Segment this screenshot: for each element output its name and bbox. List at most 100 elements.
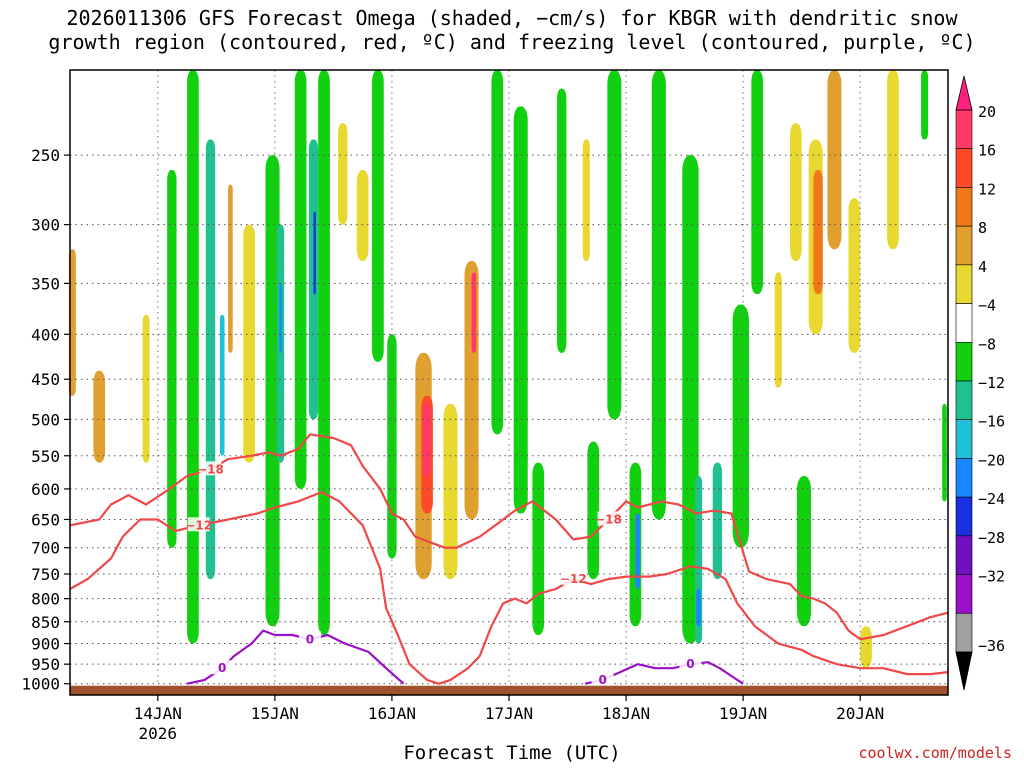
omega-cell-39 [712, 462, 723, 580]
colorbar-swatch-8 [955, 419, 973, 459]
x-tick-label-16JAN: 16JAN [368, 704, 416, 723]
omega-cell-7 [228, 184, 233, 353]
omega-cell-16 [338, 123, 348, 225]
colorbar-swatch-11 [955, 535, 973, 575]
contours-layer: −18 −18 −12 −12 0 0 0 0 [69, 433, 949, 687]
contour-label-bg-3-0 [591, 671, 614, 686]
contour-0-2 [186, 629, 405, 685]
colorbar-label-4: 4 [978, 258, 987, 276]
chart-title-line-2: growth region (contoured, red, ºC) and f… [48, 30, 976, 54]
y-tick-label-350: 350 [31, 274, 60, 293]
colorbar-label-10: −24 [978, 490, 1005, 508]
colorbar-swatch-6 [955, 341, 973, 382]
omega-cell-46 [813, 170, 823, 295]
omega-cell-49 [860, 626, 872, 669]
contour-label-bg-1-1 [562, 571, 585, 586]
colorbar-top-arrow [955, 75, 973, 111]
y-tick-label-650: 650 [31, 510, 60, 529]
y-axis: 250 300 350 400 450 500 550 600 650 700 750 800 850 9… [21, 146, 70, 694]
colorbar-label-9: −20 [978, 451, 1005, 469]
ground-terrain [70, 685, 948, 695]
omega-cell-44 [796, 476, 812, 627]
omega-cell-2 [142, 314, 150, 463]
contour-label-2-0: 0 [218, 661, 226, 675]
colorbar-swatch-13 [955, 612, 973, 653]
colorbar-swatch-9 [955, 458, 973, 498]
omega-cell-52 [942, 403, 947, 502]
x-tick-label-17JAN: 17JAN [485, 704, 533, 723]
omega-cell-38 [696, 588, 701, 627]
omega-cell-1 [93, 370, 106, 463]
colorbar-label-5: −4 [978, 297, 996, 315]
x-tick-label-15JAN: 15JAN [251, 704, 299, 723]
y-tick-label-950: 950 [31, 655, 60, 674]
colorbar-swatch-3 [955, 225, 973, 266]
colorbar-swatch-10 [955, 496, 973, 537]
y-tick-label-900: 900 [31, 635, 60, 654]
omega-cell-23 [443, 403, 458, 580]
omega-cell-42 [774, 272, 782, 388]
omega-cell-41 [751, 70, 764, 295]
omega-cell-22 [423, 403, 431, 477]
omega-cell-35 [651, 70, 666, 520]
y-tick-label-550: 550 [31, 447, 60, 466]
omega-cell-18 [372, 70, 384, 362]
contour-label-1-0: −12 [185, 518, 212, 532]
y-tick-label-450: 450 [31, 370, 60, 389]
omega-cell-47 [827, 70, 842, 250]
contour--12-1 [69, 491, 949, 685]
colorbar-label-8: −16 [978, 413, 1005, 431]
contour-label-bg-3-1 [679, 656, 702, 671]
omega-cell-8 [243, 224, 255, 463]
colorbar-swatch-4 [955, 264, 973, 304]
colorbar-label-7: −12 [978, 374, 1005, 392]
x-tick-sublabel-14JAN: 2026 [139, 724, 178, 743]
x-axis-title: Forecast Time (UTC) [403, 742, 621, 764]
colorbar-swatch-5 [955, 303, 973, 343]
omega-cell-26 [491, 70, 504, 435]
omega-cell-32 [607, 70, 622, 420]
colorbar-swatch-0 [955, 109, 973, 150]
colorbar-label-11: −28 [978, 529, 1005, 547]
chart-title-line-1: 2026011306 GFS Forecast Omega (shaded, −… [66, 6, 958, 30]
colorbar-label-6: −8 [978, 335, 996, 353]
contour-label-3-0: 0 [598, 673, 606, 687]
contour--18-0 [69, 433, 949, 641]
colorbar-label-12: −32 [978, 568, 1005, 586]
y-tick-label-250: 250 [31, 146, 60, 165]
colorbar-label-2: 12 [978, 180, 996, 198]
omega-cell-40 [732, 304, 749, 548]
y-tick-label-800: 800 [31, 590, 60, 609]
omega-cell-14 [313, 211, 316, 295]
omega-cell-3 [167, 170, 177, 548]
y-tick-label-400: 400 [31, 325, 60, 344]
omega-cell-11 [279, 283, 282, 353]
omega-cell-29 [556, 88, 567, 353]
y-tick-label-750: 750 [31, 565, 60, 584]
contour-0-3 [584, 661, 744, 685]
x-tick-label-19JAN: 19JAN [719, 704, 767, 723]
contour-label-bg-0-0 [199, 461, 222, 476]
colorbar: 20 16 12 8 4 −4 −8 −12 −16 −20 −24 −28 −32 −36 [955, 75, 1005, 691]
colorbar-swatch-2 [955, 187, 973, 227]
colorbar-label-13: −36 [978, 637, 1005, 655]
y-tick-label-500: 500 [31, 410, 60, 429]
omega-cell-25 [471, 272, 477, 353]
contour-label-bg-0-1 [597, 511, 620, 526]
contour-label-bg-2-1 [298, 631, 321, 646]
x-tick-label-14JAN: 14JAN [134, 704, 182, 723]
contour-label-2-1: 0 [306, 632, 314, 646]
omega-cell-4 [187, 70, 199, 644]
omega-cell-48 [848, 198, 861, 353]
y-tick-label-700: 700 [31, 539, 60, 558]
colorbar-label-0: 20 [978, 103, 996, 121]
omega-cell-34 [635, 513, 641, 589]
y-tick-label-1000: 1000 [21, 675, 60, 694]
colorbar-swatch-1 [955, 148, 973, 188]
omega-cell-50 [887, 70, 899, 250]
colorbar-label-1: 16 [978, 142, 996, 160]
omega-cell-27 [513, 106, 528, 514]
y-tick-label-850: 850 [31, 613, 60, 632]
